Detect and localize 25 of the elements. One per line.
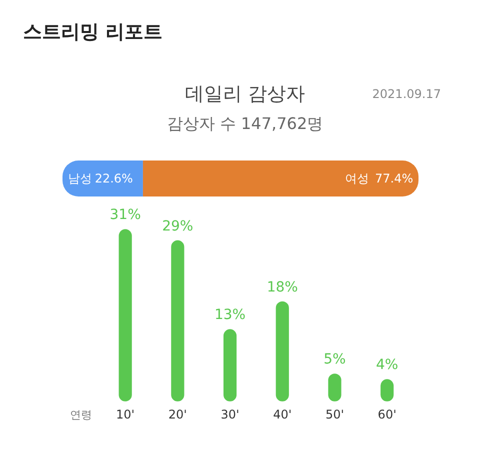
bar [118, 229, 132, 402]
data-label: 29% [162, 218, 194, 234]
x-axis-title: 연령 [70, 408, 92, 422]
x-tick-label: 40' [273, 408, 292, 422]
chart-subtitle: 감상자 수 147,762명 [166, 113, 324, 135]
text: 2021.09.17 [372, 86, 441, 103]
data-label: 18% [266, 279, 298, 296]
data-label: 5% [324, 352, 346, 368]
chart-title: 데일리 감상자 [184, 83, 306, 105]
x-tick-label: 30' [220, 408, 240, 422]
bar [171, 240, 184, 402]
text: 스트리밍 리포트 [23, 20, 163, 45]
data-label: 13% [214, 307, 246, 324]
x-tick-label: 10' [116, 408, 135, 422]
bar [223, 329, 237, 402]
data-label: 31% [110, 207, 141, 224]
x-tick-label: 60' [378, 408, 396, 422]
data-label: 77.4% [375, 172, 414, 186]
data-label: 22.6% [94, 172, 133, 186]
series-label: 남성 [68, 172, 92, 186]
bar [276, 301, 289, 402]
data-label: 4% [376, 357, 398, 374]
x-tick-label: 20' [168, 408, 187, 422]
series-label: 여성 [345, 172, 370, 186]
x-tick-label: 50' [325, 408, 344, 422]
